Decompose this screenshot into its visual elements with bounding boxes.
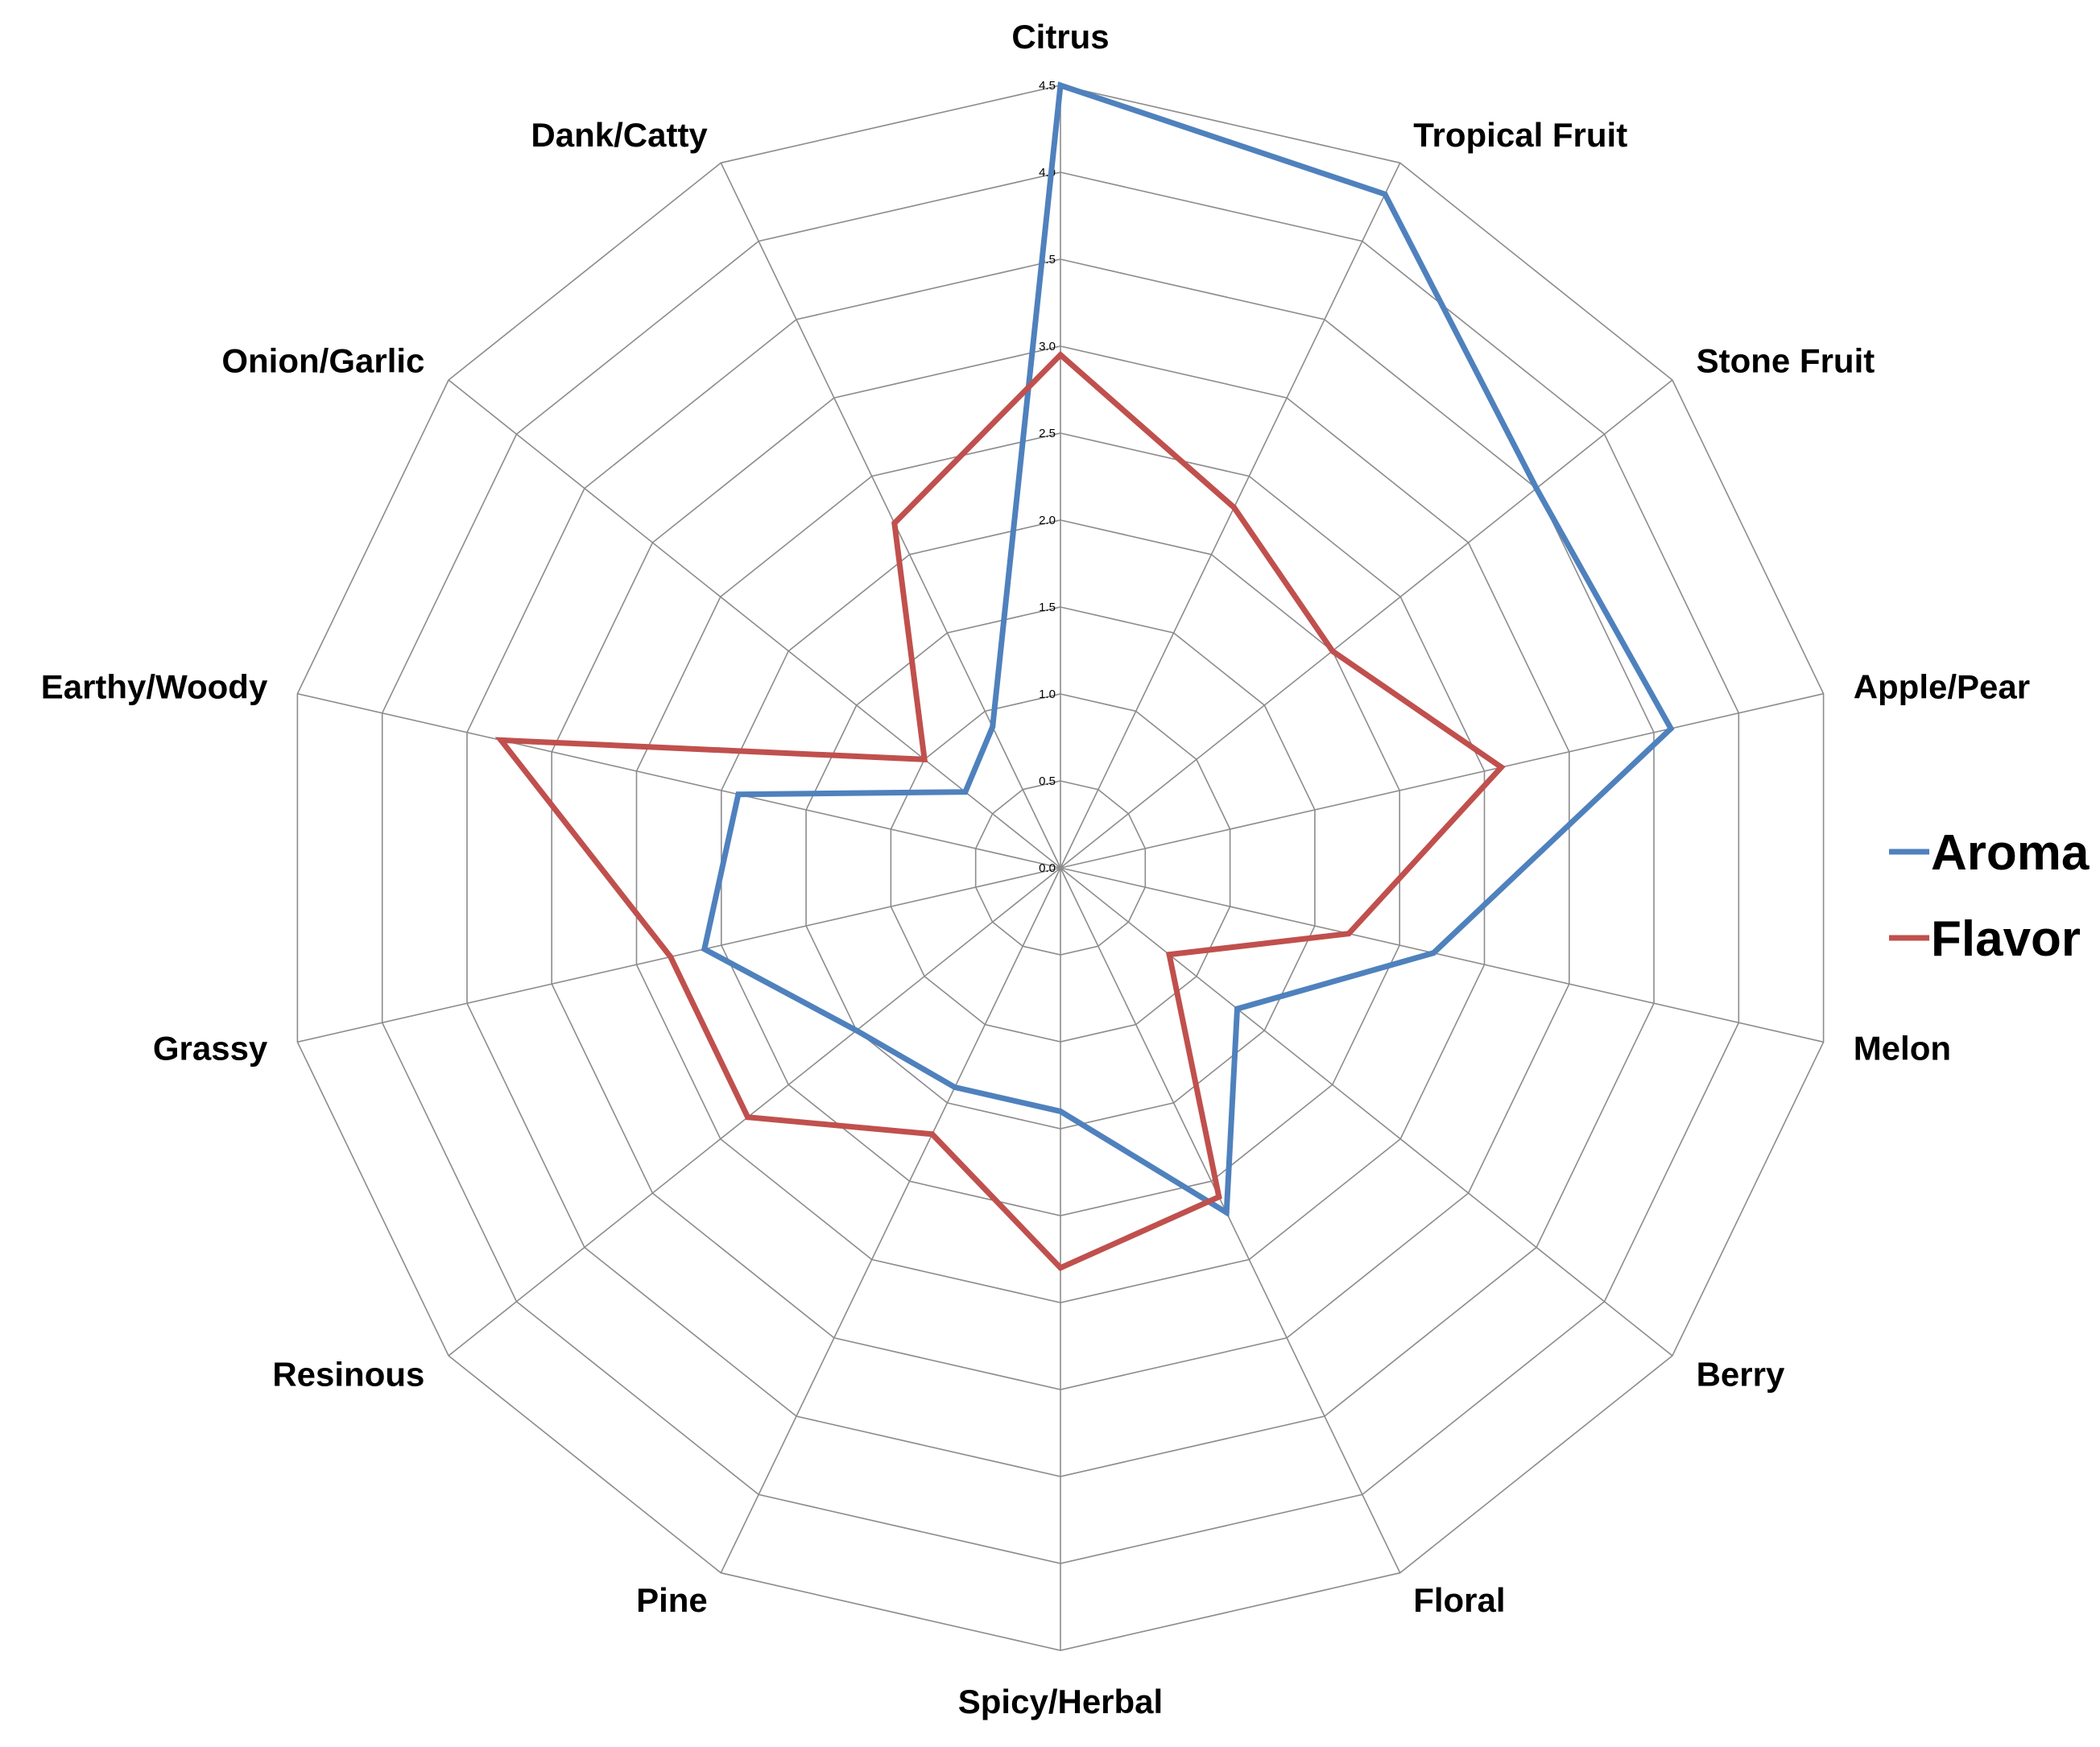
category-label-dank-catty: Dank/Catty [531,116,708,154]
category-label-onion-garlic: Onion/Garlic [221,341,424,379]
data-point-aroma-resinous [854,1027,860,1034]
spoke-onion-garlic [448,379,1061,869]
radial-axis-ticks: 0.00.51.01.52.02.53.03.54.04.5 [1039,79,1056,875]
data-series [494,81,1675,1272]
data-point-aroma-earthy-woody [735,791,742,798]
category-label-resinous: Resinous [272,1356,424,1394]
spoke-floral [1060,867,1401,1574]
spoke-berry [1060,867,1673,1357]
data-point-flavor-berry [1166,952,1172,958]
series-line-flavor [494,350,1506,1272]
chart-grid [296,85,1825,1651]
category-label-melon: Melon [1854,1030,1951,1068]
category-label-floral: Floral [1413,1581,1505,1619]
data-point-aroma-dank-catty [990,724,996,730]
data-point-aroma-onion-garlic [962,789,969,795]
data-point-flavor-dank-catty [891,520,898,527]
data-point-flavor-spicy-herbal [1057,1265,1064,1271]
category-label-pine: Pine [636,1581,708,1619]
tick-label: 1.5 [1039,601,1056,614]
spoke-melon [1060,867,1824,1043]
tick-label: 0.5 [1039,774,1056,788]
data-point-aroma-spicy-herbal [1057,1108,1064,1114]
legend-label-aroma: Aroma [1931,825,2090,881]
spoke-tropical-fruit [1060,162,1401,869]
data-point-aroma-melon [1430,950,1437,956]
data-point-aroma-tropical-fruit [1382,191,1388,197]
data-point-aroma-berry [1234,1006,1240,1012]
data-point-flavor-resinous [745,1114,751,1121]
spoke-earthy-woody [297,692,1061,869]
tick-label: 3.0 [1039,340,1056,353]
tick-label: 2.5 [1039,427,1056,440]
tick-label: 1.0 [1039,688,1056,701]
spoke-dank-catty [720,162,1061,869]
spoke-pine [720,867,1061,1574]
legend-label-flavor: Flavor [1931,911,2081,967]
category-label-citrus: Citrus [1011,18,1109,56]
category-label-tropical-fruit: Tropical Fruit [1413,116,1627,154]
tick-label: 2.0 [1039,514,1056,527]
category-label-spicy-herbal: Spicy/Herbal [958,1683,1163,1720]
data-point-flavor-onion-garlic [921,756,928,762]
data-point-flavor-floral [1216,1194,1222,1200]
data-point-flavor-apple-pear [1499,764,1504,770]
legend: Aroma Flavor [1889,825,2090,967]
data-point-flavor-melon [1346,931,1352,937]
spoke-apple-pear [1060,692,1824,869]
category-label-stone-fruit: Stone Fruit [1697,341,1875,379]
category-label-earthy-woody: Earthy/Woody [41,667,268,705]
category-label-grassy: Grassy [153,1030,268,1068]
category-label-berry: Berry [1697,1356,1785,1394]
spoke-grassy [297,867,1061,1043]
data-point-aroma-apple-pear [1668,725,1674,732]
spoke-stone-fruit [1060,379,1673,869]
data-point-flavor-citrus [1057,352,1064,358]
data-point-flavor-tropical-fruit [1231,504,1238,510]
data-point-flavor-grassy [668,954,674,960]
data-point-flavor-earthy-woody [498,737,504,743]
spoke-resinous [448,867,1061,1357]
tick-label: 4.5 [1039,79,1056,93]
data-point-flavor-pine [929,1131,936,1138]
category-label-apple-pear: Apple/Pear [1854,667,2030,705]
data-point-aroma-grassy [701,946,708,952]
data-point-flavor-stone-fruit [1329,648,1336,655]
tick-label: 0.0 [1039,861,1056,875]
category-labels: Citrus Tropical Fruit Stone Fruit Apple/Pea… [41,18,2030,1720]
data-point-aroma-citrus [1057,82,1064,89]
data-point-aroma-floral [1223,1209,1230,1216]
data-point-aroma-stone-fruit [1533,485,1540,492]
data-point-aroma-pine [952,1084,958,1090]
